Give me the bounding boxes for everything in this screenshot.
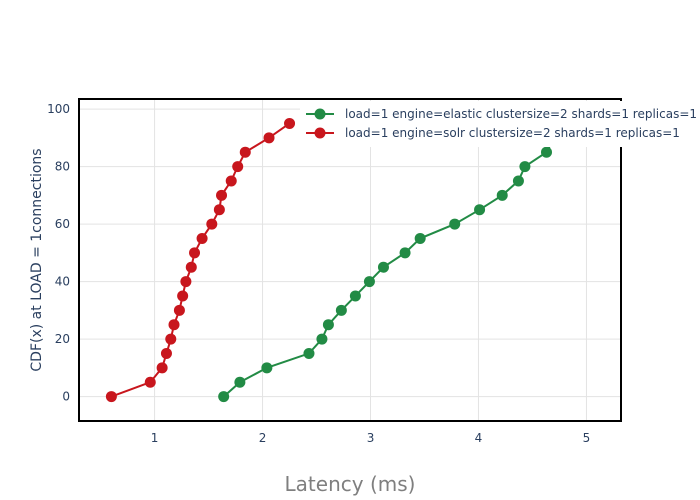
x-tick-labels: 1 2 3 4 5 [151,431,591,445]
data-point [144,376,156,388]
data-point [363,276,375,288]
data-point [239,146,251,158]
data-point [185,261,197,273]
data-point [232,161,244,173]
data-point [160,347,172,359]
legend-marker [314,127,326,139]
data-point [512,175,524,187]
data-point [377,261,389,273]
y-tick-labels: 0 20 40 60 80 100 [47,102,70,404]
y-axis-label: CDF(x) at LOAD = 1connections [29,148,45,371]
data-point [316,333,328,345]
legend[interactable]: load=1 engine=elastic clustersize=2 shar… [300,101,700,147]
data-point [216,189,228,201]
data-point [541,146,553,158]
data-point [225,175,237,187]
plot-frame [78,98,622,422]
data-point [519,161,531,173]
data-point [165,333,177,345]
data-point [335,304,347,316]
data-point [284,117,296,129]
legend-item[interactable]: load=1 engine=elastic clustersize=2 shar… [306,107,697,121]
data-point [196,232,208,244]
legend-marker [314,108,326,120]
data-point [180,276,192,288]
data-point [177,290,189,302]
y-tick-label: 100 [47,102,70,116]
data-point [303,347,315,359]
data-point [234,376,246,388]
x-tick-label: 5 [583,431,591,445]
x-tick-label: 1 [151,431,159,445]
data-point [173,304,185,316]
data-point [399,247,411,259]
y-tick-label: 60 [55,217,70,231]
x-axis-label: Latency (ms) [285,472,416,496]
y-tick-label: 0 [62,390,70,404]
data-point [496,189,508,201]
data-point [218,391,230,403]
data-point [263,132,275,144]
y-tick-label: 80 [55,160,70,174]
data-point [213,204,225,216]
x-tick-label: 3 [367,431,375,445]
y-tick-label: 20 [55,332,70,346]
data-point [414,232,426,244]
data-point [206,218,218,230]
data-point [168,319,180,331]
x-tick-label: 4 [475,431,483,445]
plot-series [105,117,560,403]
legend-label: load=1 engine=elastic clustersize=2 shar… [345,107,697,121]
legend-background [300,101,700,147]
data-point [105,391,117,403]
data-point [449,218,461,230]
data-point [261,362,273,374]
y-tick-label: 40 [55,275,70,289]
legend-label: load=1 engine=solr clustersize=2 shards=… [345,126,680,140]
series-0 [218,132,560,403]
data-point [474,204,486,216]
data-point [322,319,334,331]
series-1 [105,117,296,403]
data-point [189,247,201,259]
data-point [349,290,361,302]
x-tick-label: 2 [259,431,267,445]
data-point [156,362,168,374]
legend-item[interactable]: load=1 engine=solr clustersize=2 shards=… [306,126,680,140]
